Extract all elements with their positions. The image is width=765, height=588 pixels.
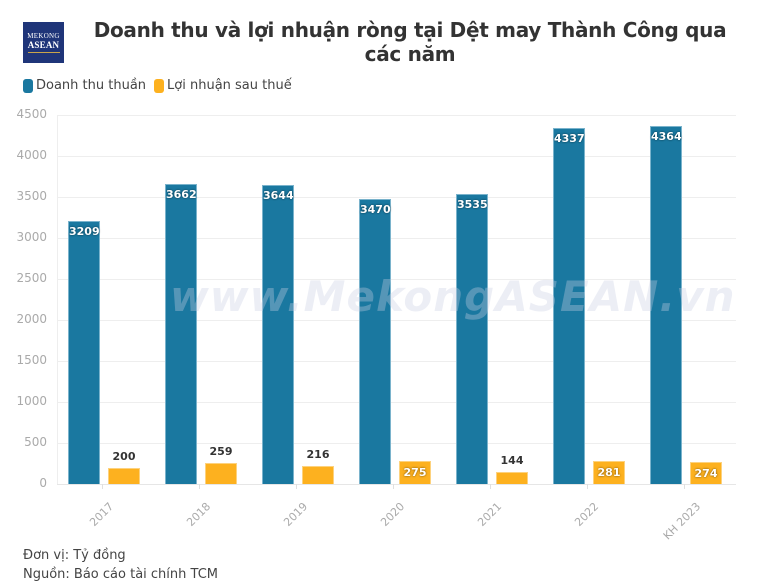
data-label-profit: 275 <box>403 466 427 479</box>
legend-label-profit: Lợi nhuận sau thuế <box>167 78 292 93</box>
source-note: Nguồn: Báo cáo tài chính TCM <box>23 567 218 582</box>
bar-revenue-2019[interactable]: 3644 <box>262 185 294 484</box>
bar-profit-2018[interactable] <box>205 463 237 484</box>
chart-legend: Doanh thu thuần Lợi nhuận sau thuế <box>23 78 300 93</box>
data-label-revenue: 3662 <box>166 188 197 201</box>
bar-revenue-2021[interactable]: 3535 <box>456 194 488 484</box>
gridline <box>57 238 736 239</box>
logo-line2: ASEAN <box>27 40 60 50</box>
bar-revenue-kh-2023[interactable]: 4364 <box>650 126 682 484</box>
legend-swatch-revenue <box>23 78 33 93</box>
y-tick-label: 1500 <box>16 353 47 367</box>
x-tick-mark <box>102 484 103 489</box>
gridline <box>57 156 736 157</box>
bar-profit-2022[interactable]: 281 <box>593 461 625 484</box>
bar-revenue-2017[interactable]: 3209 <box>68 221 100 484</box>
baseline <box>57 484 736 485</box>
y-tick-label: 1000 <box>16 394 47 408</box>
y-tick-label: 3500 <box>16 189 47 203</box>
legend-item-revenue[interactable]: Doanh thu thuần <box>23 78 146 93</box>
bar-revenue-2018[interactable]: 3662 <box>165 184 197 484</box>
x-tick-mark <box>587 484 588 489</box>
data-label-profit: 200 <box>112 450 136 463</box>
x-axis-label: 2018 <box>184 500 214 529</box>
x-axis-label: 2021 <box>475 500 505 529</box>
x-tick-mark <box>490 484 491 489</box>
bar-profit-2020[interactable]: 275 <box>399 461 431 484</box>
data-label-profit: 274 <box>694 467 718 480</box>
bar-profit-2021[interactable] <box>496 472 528 484</box>
unit-note: Đơn vị: Tỷ đồng <box>23 548 126 563</box>
x-tick-mark <box>393 484 394 489</box>
chart-footer: Đơn vị: Tỷ đồng Nguồn: Báo cáo tài chính… <box>23 546 218 584</box>
gridline <box>57 279 736 280</box>
logo-underline <box>27 52 60 53</box>
data-label-revenue: 3535 <box>457 198 488 211</box>
y-axis-line <box>57 115 58 484</box>
data-label-revenue: 3644 <box>263 189 294 202</box>
bar-profit-2017[interactable] <box>108 468 140 484</box>
y-tick-label: 2500 <box>16 271 47 285</box>
mekongasean-logo: MEKONG ASEAN <box>23 22 64 63</box>
legend-item-profit[interactable]: Lợi nhuận sau thuế <box>154 78 292 93</box>
gridline <box>57 402 736 403</box>
legend-swatch-profit <box>154 78 165 93</box>
gridline <box>57 443 736 444</box>
data-label-revenue: 4364 <box>651 130 682 143</box>
data-label-revenue: 3209 <box>69 225 100 238</box>
y-tick-label: 0 <box>39 476 47 490</box>
data-label-revenue: 4337 <box>554 132 585 145</box>
bar-profit-2019[interactable] <box>302 466 334 484</box>
x-tick-mark <box>199 484 200 489</box>
data-label-profit: 144 <box>500 454 524 467</box>
legend-label-revenue: Doanh thu thuần <box>36 78 147 93</box>
data-label-profit: 259 <box>209 445 233 458</box>
logo-line1: MEKONG <box>27 32 60 40</box>
x-tick-mark <box>296 484 297 489</box>
x-axis-label: 2019 <box>281 500 311 529</box>
y-tick-label: 500 <box>24 435 47 449</box>
x-axis-label: 2017 <box>87 500 117 529</box>
y-tick-label: 4500 <box>16 107 47 121</box>
gridline <box>57 320 736 321</box>
gridline <box>57 115 736 116</box>
bar-revenue-2022[interactable]: 4337 <box>553 128 585 484</box>
data-label-profit: 281 <box>597 466 621 479</box>
x-axis-label: 2020 <box>378 500 408 529</box>
data-label-profit: 216 <box>306 448 330 461</box>
bar-profit-kh-2023[interactable]: 274 <box>690 462 722 484</box>
gridline <box>57 361 736 362</box>
y-tick-label: 3000 <box>16 230 47 244</box>
x-axis-label: 2022 <box>572 500 602 529</box>
gridline <box>57 197 736 198</box>
data-label-revenue: 3470 <box>360 203 391 216</box>
y-tick-label: 4000 <box>16 148 47 162</box>
y-tick-label: 2000 <box>16 312 47 326</box>
bar-revenue-2020[interactable]: 3470 <box>359 199 391 484</box>
x-tick-mark <box>684 484 685 489</box>
x-axis-label: KH 2023 <box>660 500 704 543</box>
chart-title: Doanh thu và lợi nhuận ròng tại Dệt may … <box>93 18 727 66</box>
